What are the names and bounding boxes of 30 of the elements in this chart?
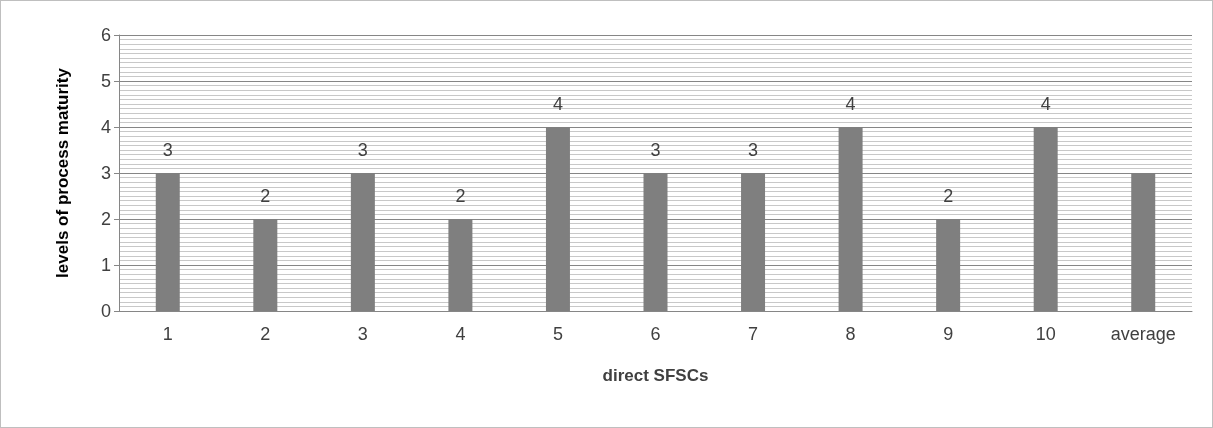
- x-tick-label: average: [1110, 324, 1176, 344]
- y-tick-label: 3: [100, 163, 111, 183]
- x-tick-label: 6: [650, 324, 661, 344]
- y-tick-label: 6: [100, 25, 111, 45]
- data-label: 2: [455, 186, 466, 206]
- x-tick-label: 3: [357, 324, 368, 344]
- data-label: 4: [845, 94, 856, 114]
- x-tick-label: 5: [552, 324, 563, 344]
- data-label: 3: [162, 140, 173, 160]
- x-tick-label: 2: [260, 324, 271, 344]
- data-label: 3: [357, 140, 368, 160]
- x-axis-title: direct SFSCs: [602, 366, 709, 385]
- y-axis-title: levels of process maturity: [53, 67, 72, 278]
- y-tick-label: 0: [100, 301, 111, 321]
- x-tick-label: 10: [1035, 324, 1056, 344]
- y-tick-label: 5: [100, 71, 111, 91]
- y-tick-label: 1: [100, 255, 111, 275]
- data-label: 3: [650, 140, 661, 160]
- data-label: 4: [1040, 94, 1051, 114]
- data-label: 2: [260, 186, 271, 206]
- x-tick-label: 8: [845, 324, 856, 344]
- x-tick-label: 7: [748, 324, 759, 344]
- y-tick-label: 2: [100, 209, 111, 229]
- data-label: 3: [748, 140, 759, 160]
- x-tick-label: 1: [162, 324, 173, 344]
- x-tick-label: 4: [455, 324, 466, 344]
- data-label: 4: [552, 94, 563, 114]
- x-tick-label: 9: [943, 324, 954, 344]
- data-label: 2: [943, 186, 954, 206]
- y-tick-label: 4: [100, 117, 111, 137]
